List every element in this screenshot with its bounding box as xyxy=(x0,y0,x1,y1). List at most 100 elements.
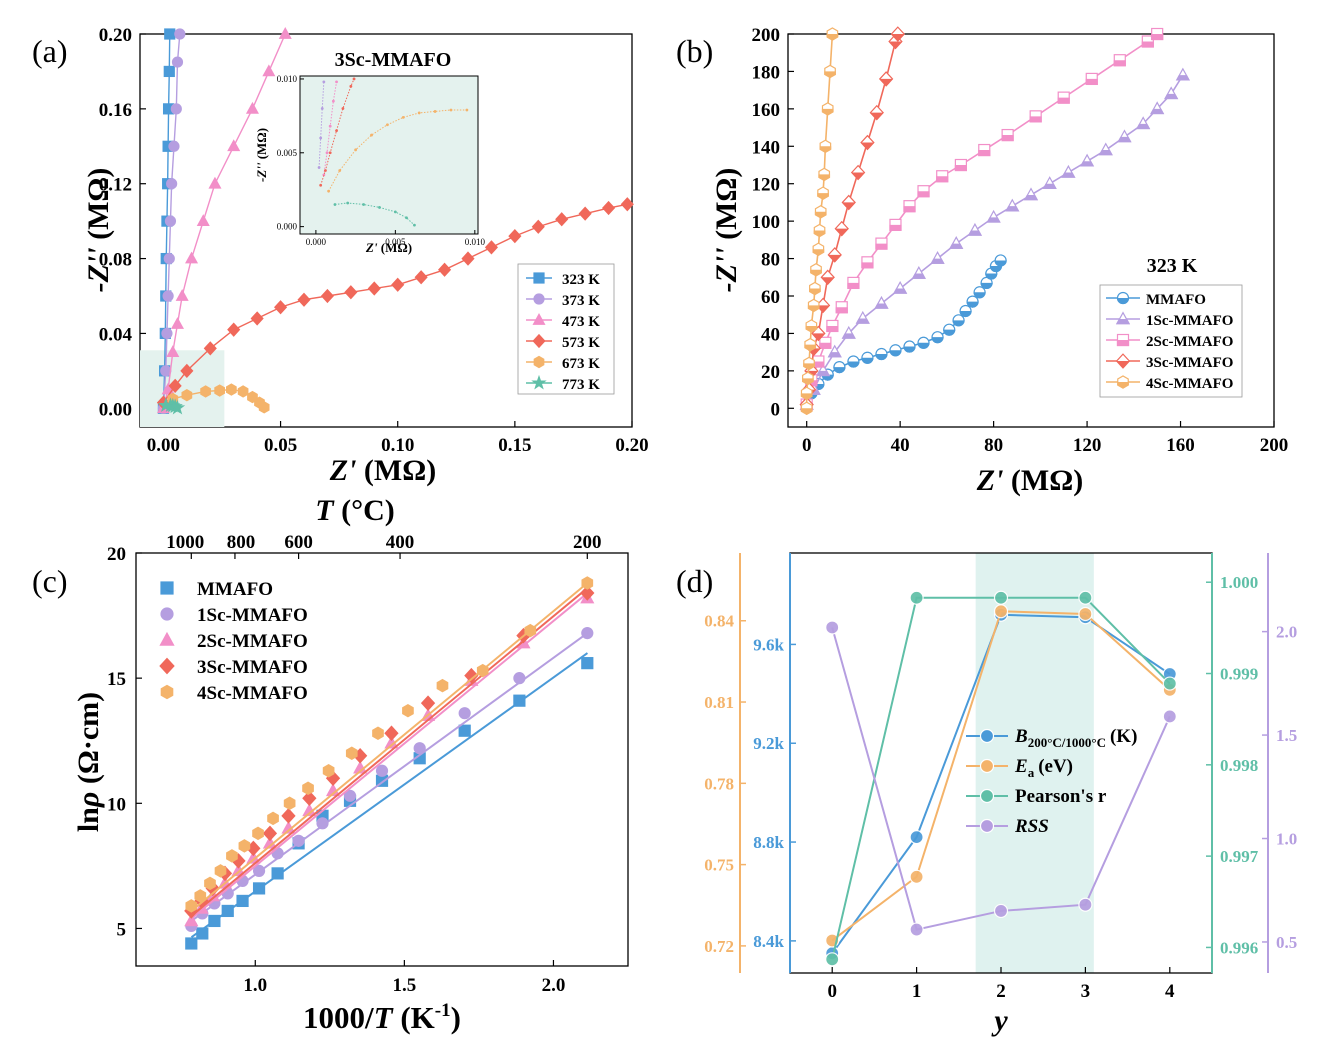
data-point xyxy=(353,760,368,774)
data-point xyxy=(825,620,840,635)
data-point xyxy=(413,742,426,755)
legend-marker xyxy=(160,684,174,700)
data-point-fill xyxy=(861,262,874,269)
inset-series-line xyxy=(318,81,325,168)
inset-point xyxy=(341,107,345,110)
data-point xyxy=(166,178,178,190)
inset-point xyxy=(335,129,338,133)
data-point-fill xyxy=(1098,150,1113,156)
data-point xyxy=(181,388,193,402)
y-tick-label-Ea: 0.81 xyxy=(704,693,734,712)
legend-marker xyxy=(159,657,175,675)
panel-c-top-xlabel-var: T xyxy=(315,494,335,527)
data-point-fill xyxy=(930,258,945,264)
data-point xyxy=(825,952,840,967)
legend-marker xyxy=(159,631,175,646)
data-point-fill xyxy=(1023,194,1039,201)
data-point-fill xyxy=(847,361,860,368)
inset-series-373-K xyxy=(317,80,326,169)
y-tick-label-B: 9.2k xyxy=(753,734,784,753)
data-point-fill xyxy=(878,78,894,87)
fit-line xyxy=(190,652,589,939)
data-point xyxy=(162,290,174,302)
data-point-fill xyxy=(954,165,968,172)
panel-d-legend-label-r: Pearson's r xyxy=(1015,786,1107,807)
series-r xyxy=(825,590,1177,967)
data-point xyxy=(372,726,384,740)
data-point xyxy=(909,590,924,605)
data-point xyxy=(274,300,288,315)
series-1Sc-MMAFO xyxy=(799,67,1190,410)
y-tick-label: 100 xyxy=(752,212,781,233)
fit-line xyxy=(190,587,589,917)
legend-marker xyxy=(532,313,546,325)
legend-label: MMAFO xyxy=(1146,292,1206,308)
data-point xyxy=(909,869,924,884)
x-tick-label: 0.00 xyxy=(147,435,180,456)
panel-a-ylabel-var: -Z'' xyxy=(82,247,115,292)
x-tick-label: 0.05 xyxy=(264,435,297,456)
panel-d-series xyxy=(825,590,1177,967)
y-tick-label: 0 xyxy=(771,399,781,420)
x-tick-label: 2.0 xyxy=(542,975,566,996)
data-point xyxy=(513,694,526,707)
data-point-fill xyxy=(1136,123,1151,130)
data-point xyxy=(185,937,198,950)
series-573-K xyxy=(156,197,634,410)
data-point xyxy=(250,311,264,326)
data-point-fill xyxy=(817,193,829,200)
data-point-fill xyxy=(889,224,902,231)
panel-b-xlabel-unit: (MΩ) xyxy=(1011,464,1083,497)
data-point-fill xyxy=(800,393,813,401)
data-point-fill xyxy=(874,303,889,309)
data-point xyxy=(226,849,238,863)
data-point xyxy=(204,876,216,891)
data-point xyxy=(214,384,226,397)
data-point-fill xyxy=(819,146,832,154)
data-point-fill xyxy=(978,150,991,157)
panel-b-xlabel-var: Z' xyxy=(976,464,1004,497)
panel-a-legend: 323 K 373 K 473 K 573 K 673 K 773 K xyxy=(526,272,600,393)
series-RSS xyxy=(825,620,1177,937)
data-point xyxy=(160,365,172,377)
data-point-fill xyxy=(819,342,832,349)
data-point xyxy=(1162,676,1177,691)
panel-a-inset-ylabel-var: -Z'' xyxy=(254,162,269,182)
data-point-fill xyxy=(943,329,956,336)
panel-c-ylabel: lnρ (Ω·cm) xyxy=(72,692,105,832)
data-point xyxy=(194,889,207,903)
data-point xyxy=(343,789,357,802)
data-point xyxy=(163,252,175,265)
data-point-fill xyxy=(835,307,848,314)
panel-b-xlabel: Z' (MΩ) xyxy=(976,464,1084,497)
inset-x-tick-label: 0.010 xyxy=(465,237,486,247)
data-point xyxy=(252,826,264,841)
legend-marker xyxy=(160,581,174,595)
data-point-fill xyxy=(980,282,993,289)
inset-point xyxy=(319,183,323,187)
data-point-fill xyxy=(860,142,875,151)
data-point xyxy=(175,289,189,301)
legend-label: 1Sc-MMAFO xyxy=(197,605,308,626)
data-point xyxy=(170,103,182,115)
panel-b-ylabel: -Z'' (MΩ) xyxy=(710,168,743,293)
legend-marker-fill xyxy=(1116,340,1130,347)
x-tick-label: 80 xyxy=(984,435,1003,456)
data-point-fill xyxy=(855,318,870,324)
panel-d-highlight-band xyxy=(975,553,1094,973)
y-tick-label: 40 xyxy=(761,324,780,345)
data-point-fill xyxy=(869,112,884,121)
panel-c-top-xlabel: T (°C) xyxy=(315,494,394,527)
legend-marker xyxy=(533,293,545,305)
inset-series-673-K xyxy=(327,108,469,193)
inset-point xyxy=(335,80,338,84)
y-tick-label-Ea: 0.72 xyxy=(704,937,734,956)
x-tick-label: 120 xyxy=(1073,435,1102,456)
panel-d-legend-label-ea: Ea (eV) xyxy=(1014,756,1073,780)
data-point xyxy=(185,251,199,264)
data-point xyxy=(578,206,592,221)
inset-point xyxy=(317,166,321,169)
data-point-fill xyxy=(967,230,982,236)
data-point-fill xyxy=(824,71,836,79)
data-point-fill xyxy=(834,228,849,237)
